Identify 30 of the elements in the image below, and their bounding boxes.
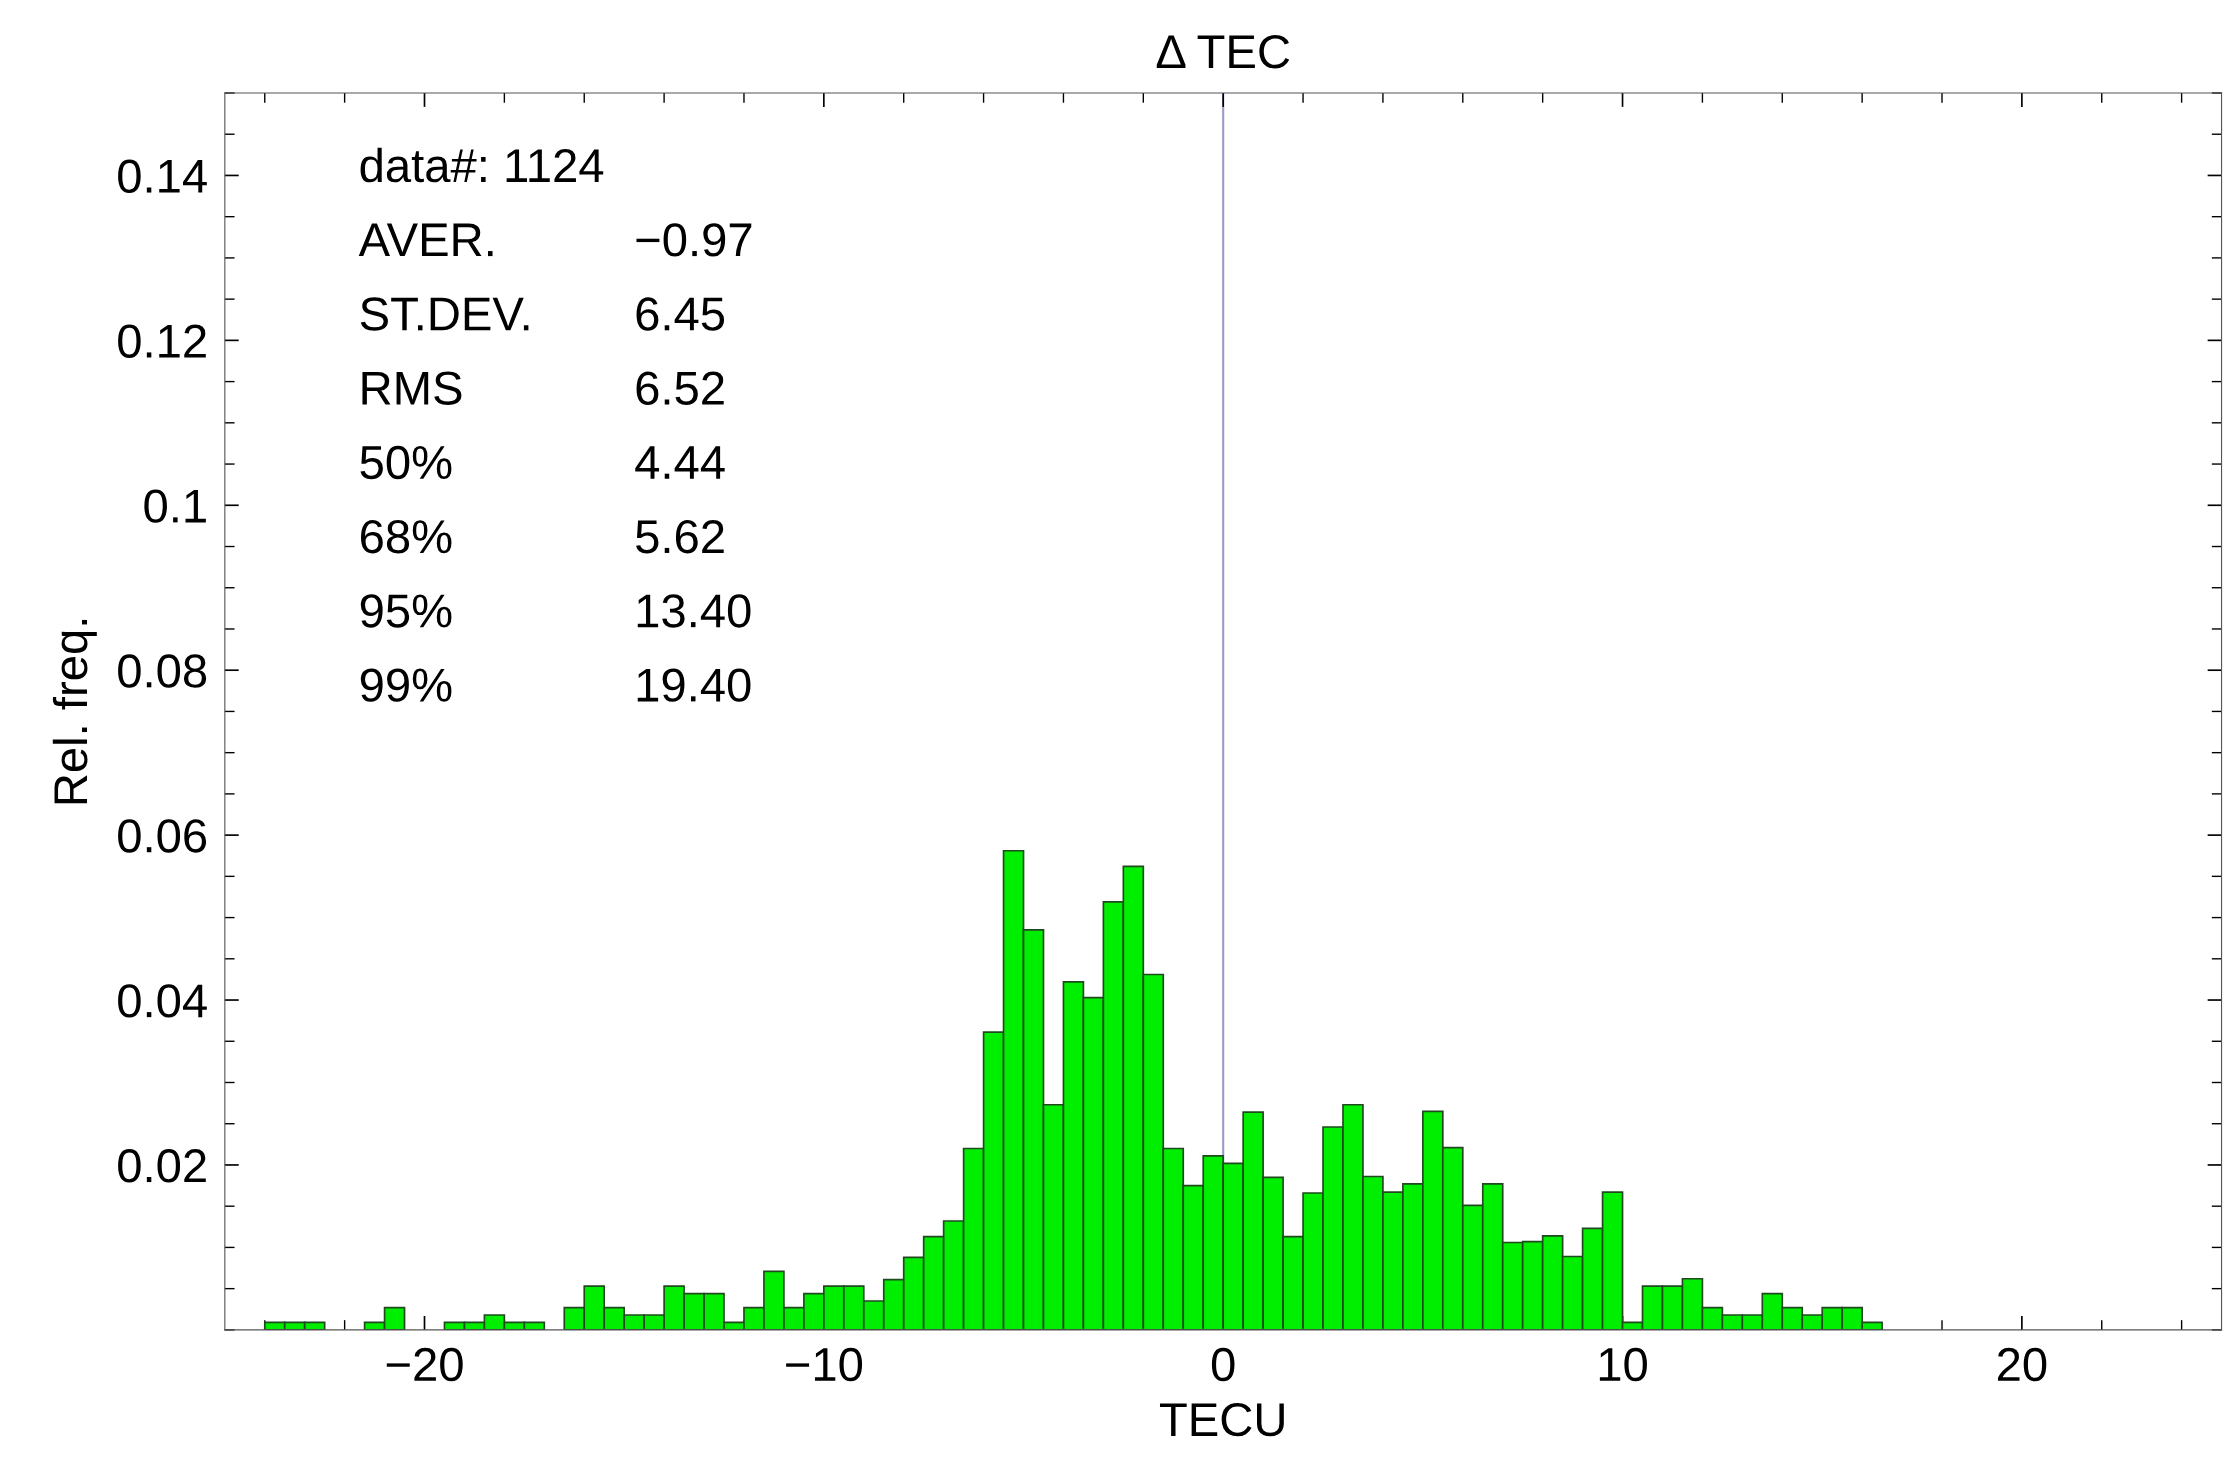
y-tick-label: 0.06 (118, 819, 207, 853)
annotation: data#: 1124 (360, 147, 604, 183)
y-tick-label: 0.08 (118, 654, 207, 688)
annotation: 99% (360, 668, 452, 702)
x-axis-title: TECU (1159, 1402, 1284, 1437)
annotation: 95% (360, 594, 452, 628)
y-tick-label: 0.14 (118, 159, 207, 194)
y-tick-label: 0.1 (144, 489, 206, 523)
annotation: 50% (360, 445, 452, 480)
x-tick-label: 0 (1211, 1347, 1235, 1382)
annotation: AVER. (358, 223, 493, 257)
annotation: 13.40 (637, 594, 751, 628)
y-axis-title: Rel. freq. (52, 619, 97, 804)
annotation: 4.44 (635, 446, 725, 479)
y-tick-label: 0.12 (118, 324, 206, 358)
x-tick-label: 20 (1997, 1347, 2047, 1382)
annotation: ST.DEV. (360, 297, 529, 331)
annotation: 68% (361, 519, 452, 554)
annotation: 6.45 (636, 297, 725, 331)
annotation: −0.97 (636, 223, 752, 257)
x-tick-label: 10 (1599, 1347, 1647, 1382)
y-tick-label: 0.02 (118, 1149, 206, 1183)
annotation: 6.52 (636, 371, 724, 405)
y-tick-label: 0.04 (118, 984, 207, 1018)
annotation: RMS (362, 371, 462, 405)
annotation: 19.40 (637, 668, 751, 702)
x-tick-label: −10 (786, 1347, 863, 1382)
x-tick-label: −20 (386, 1347, 463, 1382)
annotation: 5.62 (636, 519, 724, 554)
chart-title: Δ TEC (1156, 35, 1290, 69)
